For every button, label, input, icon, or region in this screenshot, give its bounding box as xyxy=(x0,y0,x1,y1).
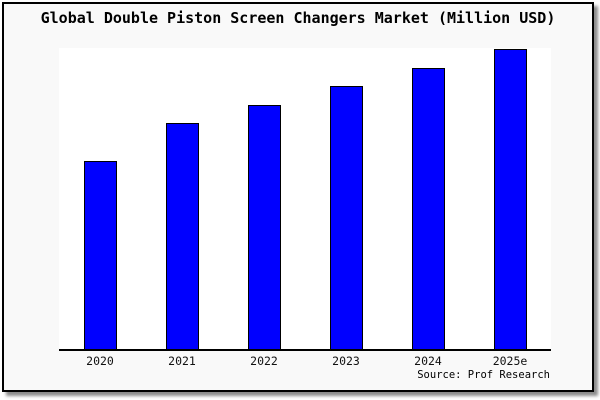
bar-slot xyxy=(305,48,387,349)
x-tick-2020: 2020 xyxy=(86,354,114,368)
bars-container xyxy=(59,48,551,349)
bar-slot xyxy=(469,48,551,349)
x-axis-labels: 2020 2021 2022 2023 2024 2025e xyxy=(59,354,551,368)
x-tick-2023: 2023 xyxy=(332,354,360,368)
x-tick-2022: 2022 xyxy=(250,354,278,368)
bar-slot xyxy=(387,48,469,349)
bar-slot xyxy=(141,48,223,349)
x-tick-2025e: 2025e xyxy=(492,354,528,368)
chart-title: Global Double Piston Screen Changers Mar… xyxy=(40,9,556,27)
x-tick-2024: 2024 xyxy=(414,354,442,368)
plot-area xyxy=(59,48,551,351)
bar-slot xyxy=(223,48,305,349)
bar-2025e xyxy=(493,49,527,349)
bar-2020 xyxy=(83,160,117,349)
bar-2021 xyxy=(165,123,199,349)
x-tick-2021: 2021 xyxy=(168,354,196,368)
bar-2023 xyxy=(329,85,363,349)
chart-card: Global Double Piston Screen Changers Mar… xyxy=(2,2,594,392)
bar-2022 xyxy=(247,104,281,349)
bar-2024 xyxy=(411,67,445,349)
bar-slot xyxy=(59,48,141,349)
source-note: Source: Prof Research xyxy=(417,369,550,381)
